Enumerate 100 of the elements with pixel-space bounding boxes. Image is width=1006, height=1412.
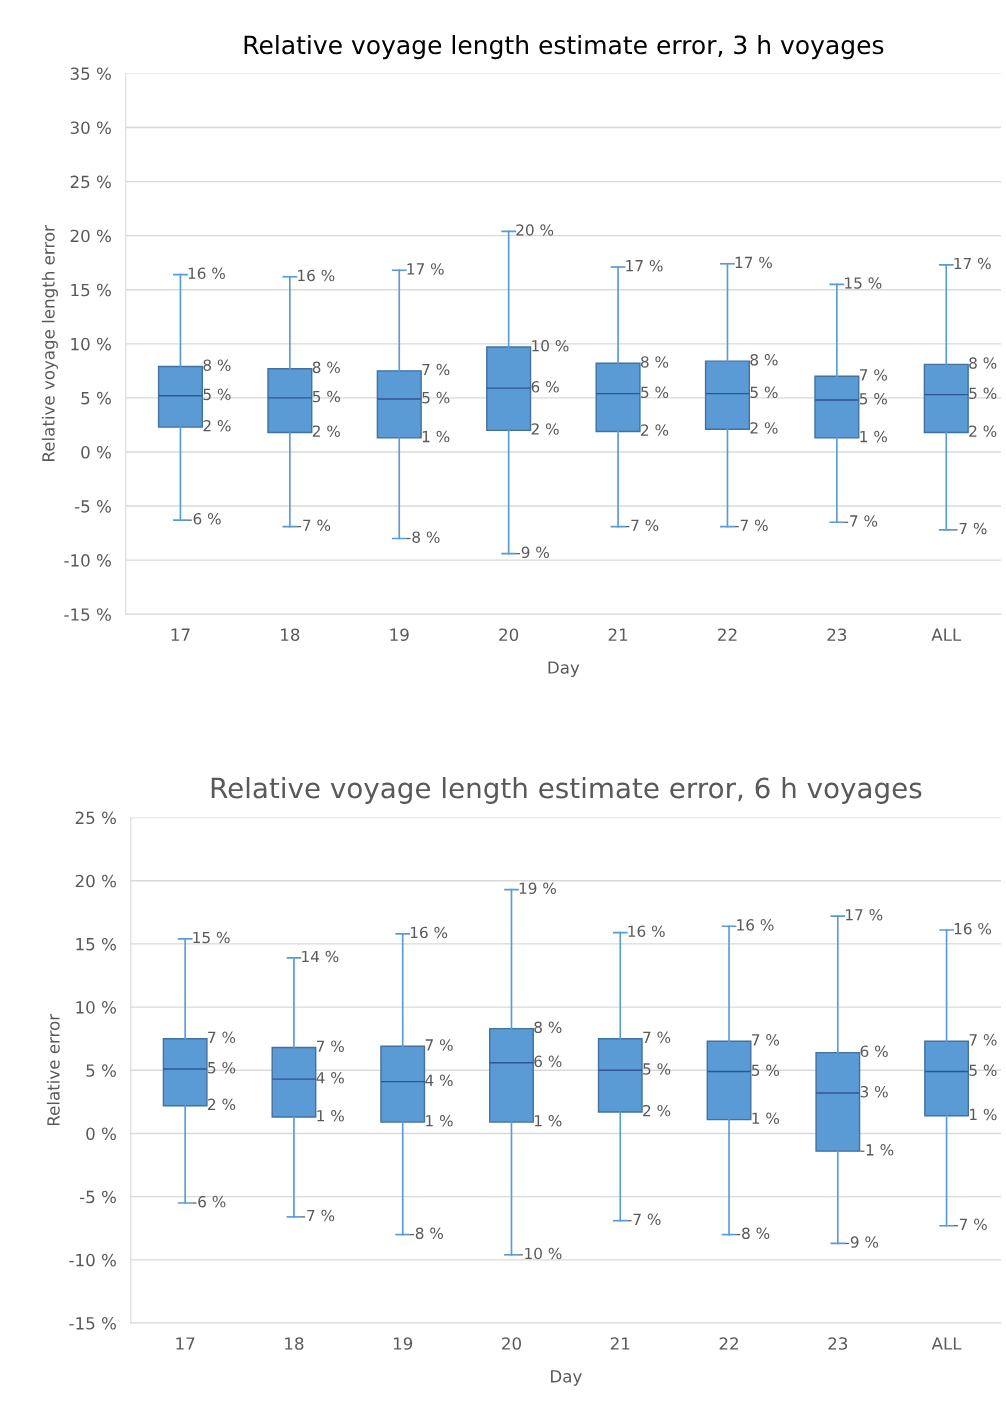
text: -6 %	[187, 513, 221, 525]
text: 15 %	[193, 931, 230, 944]
text: 4 %	[425, 1074, 453, 1087]
text: 7 %	[752, 1034, 780, 1046]
text: 16 %	[737, 919, 774, 931]
x-axis-title: Day	[548, 661, 580, 678]
y-tick-label: 10 %	[71, 337, 111, 351]
y-axis-title: Relative error	[46, 1013, 60, 1126]
text: 7 %	[422, 363, 450, 376]
text: 1 %	[422, 430, 450, 443]
text: 6 %	[860, 1045, 888, 1058]
text: 2 %	[643, 1104, 671, 1117]
y-tick-label: 5 %	[81, 391, 111, 405]
text: 7 %	[643, 1031, 671, 1044]
y-tick-label: -15 %	[64, 608, 111, 621]
chart-title: Relative voyage length estimate error, 3 h voyages	[244, 34, 884, 60]
text: 2 %	[750, 422, 778, 434]
y-axis-title: Relative voyage length error	[41, 225, 58, 461]
x-tick-label: 19	[390, 628, 409, 642]
text: 6 %	[534, 1055, 562, 1068]
y-tick-label: 0 %	[86, 1127, 116, 1141]
text: 1 %	[752, 1112, 780, 1125]
y-tick-label: 0 %	[81, 445, 111, 459]
text: -7 %	[844, 515, 878, 527]
y-tick-label: 20 %	[70, 229, 111, 243]
text: 5 %	[312, 390, 340, 403]
text: -9 %	[515, 546, 549, 559]
text: 5 %	[203, 388, 231, 401]
text: 7 %	[969, 1034, 997, 1046]
text: 2 %	[208, 1098, 236, 1111]
y-tick-label: -10 %	[64, 554, 111, 567]
text: 14 %	[302, 950, 339, 963]
x-tick-label: 19	[393, 1337, 413, 1350]
y-tick-label: 25 %	[75, 811, 116, 825]
text: 17 %	[626, 259, 663, 272]
y-tick-label: 15 %	[71, 283, 111, 297]
text: -8 %	[409, 1227, 443, 1240]
text: 4 %	[316, 1072, 344, 1084]
text: -8 %	[406, 531, 440, 543]
text: -7 %	[953, 522, 987, 535]
text: 7 %	[860, 369, 887, 381]
x-tick-label: 18	[281, 628, 300, 642]
text: 17 %	[407, 263, 444, 275]
text: 17 %	[735, 256, 772, 269]
text: -9 %	[845, 1236, 879, 1248]
text: 5 %	[751, 1064, 780, 1076]
text: 5 %	[969, 387, 997, 400]
text: 2 %	[531, 423, 559, 435]
text: 16 %	[628, 925, 665, 937]
x-tick-label: 18	[285, 1337, 304, 1350]
text: 5 %	[422, 391, 450, 404]
text: 1 %	[426, 1114, 453, 1127]
text: 5 %	[643, 1063, 671, 1075]
x-tick-label: ALL	[931, 628, 962, 641]
text: -7 %	[297, 519, 331, 532]
text: 5 %	[208, 1061, 236, 1074]
text: -10 %	[518, 1247, 562, 1260]
text: -6 %	[192, 1195, 226, 1208]
text: 8 %	[969, 357, 997, 369]
text: 1 %	[860, 430, 887, 443]
text: 8 %	[640, 356, 669, 368]
text: 5 %	[641, 386, 669, 399]
y-tick-label: -10 %	[69, 1253, 116, 1267]
text: 20 %	[516, 224, 554, 236]
text: 8 %	[203, 359, 231, 371]
text: -8 %	[736, 1227, 770, 1240]
text: 17 %	[954, 257, 991, 270]
x-tick-label: 23	[828, 1337, 848, 1350]
text: 6 %	[531, 381, 559, 393]
x-tick-label: 17	[171, 628, 190, 641]
text: 17 %	[846, 909, 883, 921]
y-tick-label: 25 %	[70, 175, 111, 189]
text: 8 %	[312, 361, 340, 374]
text: 7 %	[425, 1039, 453, 1051]
y-tick-label: 20 %	[75, 874, 116, 888]
x-tick-label: 20	[502, 1337, 521, 1350]
chart-title: Relative voyage length estimate error, 6 h voyages	[211, 777, 922, 804]
y-tick-label: 15 %	[76, 937, 116, 951]
text: 1 %	[970, 1108, 997, 1121]
text: 2 %	[312, 425, 340, 437]
y-tick-label: 35 %	[70, 67, 111, 80]
text: 2 %	[969, 425, 997, 437]
x-tick-label: 20	[499, 628, 519, 642]
text: 8 %	[750, 354, 778, 366]
text: 10 %	[532, 339, 569, 352]
text: 16 %	[954, 922, 992, 935]
x-axis-title: Day	[551, 1370, 582, 1386]
x-tick-label: 23	[827, 628, 847, 642]
text: -7 %	[625, 519, 659, 532]
x-tick-label: 21	[610, 1337, 630, 1350]
text: -1 %	[860, 1144, 894, 1156]
x-tick-label: 21	[608, 628, 628, 641]
text: -7 %	[627, 1213, 661, 1226]
x-tick-label: 22	[719, 1337, 738, 1350]
text: -7 %	[953, 1218, 987, 1231]
text: 5 %	[859, 392, 887, 405]
y-tick-label: 30 %	[70, 121, 111, 135]
text: 1 %	[317, 1109, 344, 1122]
y-tick-label: 5 %	[86, 1064, 116, 1077]
text: 5 %	[969, 1064, 997, 1076]
